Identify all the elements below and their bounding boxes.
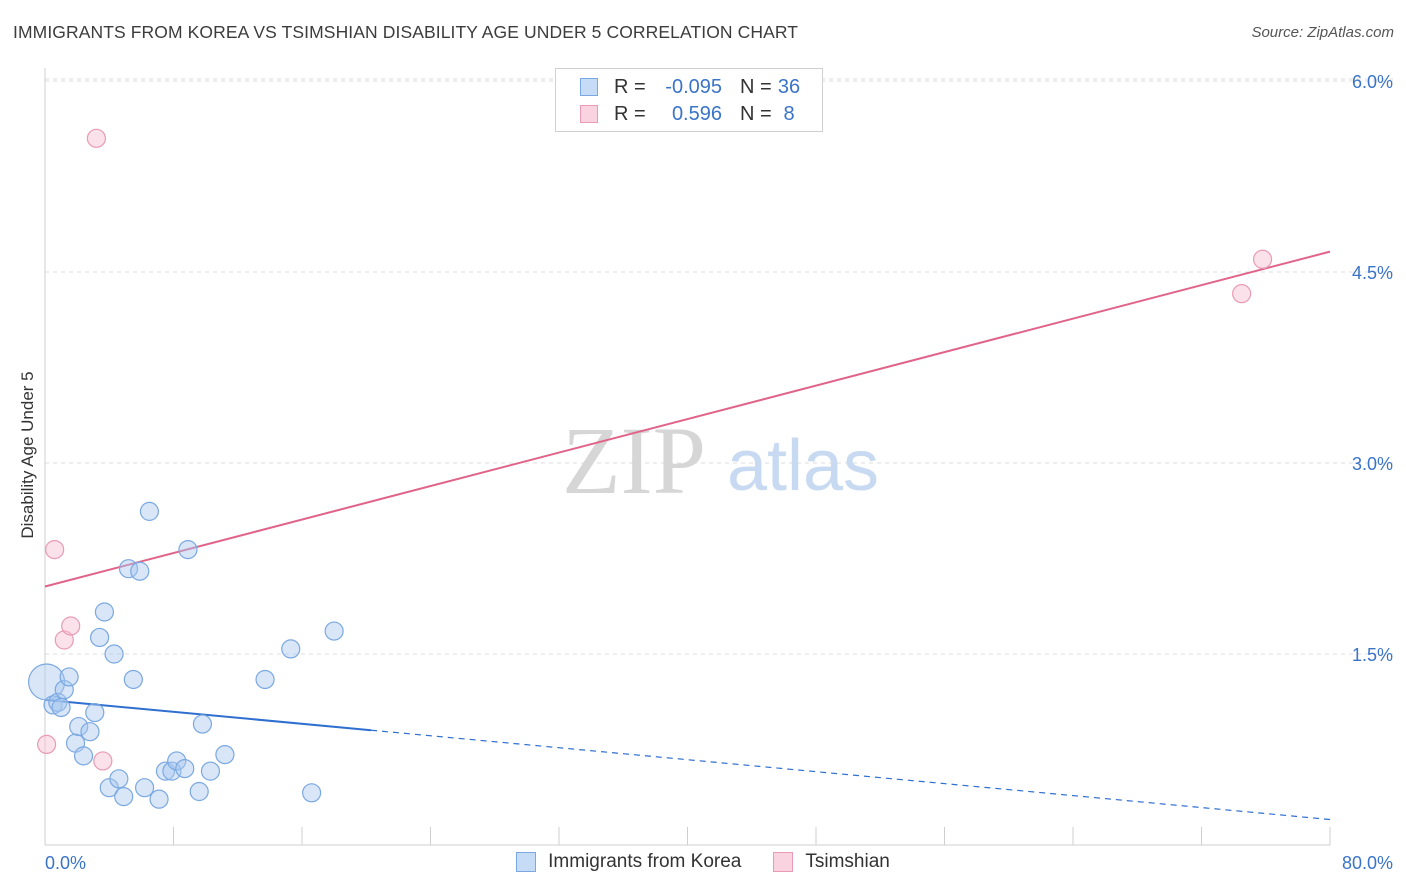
korea-point (178, 539, 198, 560)
korea-point (255, 669, 275, 690)
trend-layer (44, 250, 1331, 821)
korea-point (118, 559, 139, 579)
korea-point (130, 561, 150, 581)
legend-r-value: -0.095 (665, 75, 722, 98)
korea-swatch (516, 852, 537, 872)
korea-point (51, 697, 71, 718)
tsimshian-trend-line (44, 250, 1331, 588)
legend-n-value: 8 (783, 102, 795, 125)
x-tick-label: 80.0% (1342, 853, 1393, 873)
legend-r-label: R = (614, 102, 646, 125)
legend-n-label: N = (740, 102, 772, 125)
watermark: ZIP atlas (562, 407, 879, 514)
korea-point (69, 716, 89, 737)
korea-point (175, 759, 195, 779)
korea-trend-line-projection (371, 729, 1331, 821)
tsimshian-point (54, 630, 74, 650)
axis-layer (44, 68, 1331, 846)
legend-r-label: R = (614, 75, 646, 98)
legend-row-tsimshian: R = 0.596 N = 8 (580, 101, 804, 127)
points-layer (28, 128, 1273, 809)
y-tick-label: 1.5% (1352, 645, 1393, 665)
y-tick-label: 6.0% (1352, 72, 1393, 92)
y-tick-label: 4.5% (1352, 263, 1393, 283)
korea-swatch (580, 78, 598, 96)
series-legend: Immigrants from Korea Tsimshian (0, 851, 1406, 873)
tsimshian-point (1232, 284, 1252, 304)
x-tick-label: 0.0% (45, 853, 86, 873)
tsimshian-swatch (773, 852, 794, 872)
korea-point (109, 769, 129, 789)
korea-point (80, 722, 100, 742)
korea-point (281, 639, 301, 659)
korea-point (149, 789, 169, 809)
legend-n-value: 36 (777, 75, 801, 98)
korea-point (192, 714, 213, 734)
korea-point (167, 751, 187, 771)
korea-point (73, 746, 94, 766)
korea-point (90, 627, 110, 648)
korea-point (215, 744, 235, 765)
tsimshian-swatch (580, 105, 598, 123)
korea-point (123, 669, 143, 690)
korea-point (94, 602, 115, 622)
y-axis-label: Disability Age Under 5 (18, 371, 37, 539)
source-label: Source: ZipAtlas.com (1251, 24, 1394, 41)
legend-label-korea: Immigrants from Korea (548, 851, 742, 872)
tsimshian-point (61, 616, 81, 636)
legend-r-value: 0.596 (671, 102, 722, 125)
legend-row-korea: R = -0.095 N = 36 (580, 74, 804, 100)
tsimshian-point (93, 751, 113, 771)
legend-item-tsimshian[interactable]: Tsimshian (773, 851, 890, 873)
watermark-atlas: atlas (727, 426, 879, 506)
korea-point (200, 761, 221, 781)
tsimshian-point (37, 734, 57, 755)
legend-item-korea[interactable]: Immigrants from Korea (516, 851, 741, 873)
korea-point (104, 644, 124, 664)
tick-label-layer: 1.5% 3.0% 4.5% 6.0% 0.0% 80.0% (45, 72, 1393, 873)
korea-point (324, 621, 344, 641)
tsimshian-point (45, 539, 65, 560)
y-tick-label: 3.0% (1352, 454, 1393, 474)
korea-point (54, 680, 74, 700)
correlation-legend: R = -0.095 N = 36 R = 0.596 N = 8 (555, 68, 823, 132)
legend-n-label: N = (740, 75, 772, 98)
korea-point (302, 783, 322, 803)
korea-point (139, 501, 160, 521)
grid-layer (45, 78, 1395, 655)
korea-point (114, 787, 134, 807)
korea-point (85, 702, 105, 723)
chart-title: IMMIGRANTS FROM KOREA VS TSIMSHIAN DISAB… (13, 22, 799, 42)
korea-point (134, 778, 155, 798)
legend-label-tsimshian: Tsimshian (805, 851, 890, 872)
watermark-zip: ZIP (562, 407, 706, 514)
tsimshian-point (1252, 249, 1273, 269)
tsimshian-point (86, 128, 107, 148)
korea-point (189, 781, 209, 802)
korea-point (59, 667, 79, 687)
